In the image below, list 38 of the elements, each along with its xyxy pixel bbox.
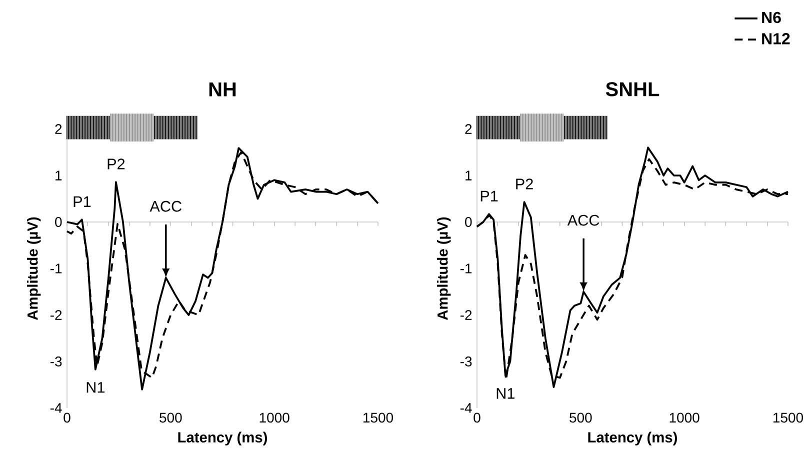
legend-label: N6 bbox=[762, 12, 781, 24]
y-tick-label: 1 bbox=[466, 170, 472, 180]
y-tick-label: -4 bbox=[50, 403, 62, 413]
annotation: P1 bbox=[480, 190, 498, 202]
y-axis-title: Amplitude (µV) bbox=[437, 217, 451, 320]
annotation: P2 bbox=[108, 158, 125, 170]
x-tick-label: 500 bbox=[160, 412, 182, 423]
y-tick-label: -3 bbox=[460, 356, 472, 366]
chart-title: NH bbox=[209, 82, 236, 96]
y-tick-label: -1 bbox=[50, 264, 62, 274]
y-axis-title: Amplitude (µV) bbox=[27, 217, 41, 320]
y-tick-label: -3 bbox=[50, 356, 62, 366]
y-tick-label: -2 bbox=[460, 310, 472, 320]
x-tick-label: 0 bbox=[64, 412, 70, 423]
y-tick-label: -4 bbox=[460, 403, 472, 413]
x-tick-label: 500 bbox=[570, 412, 592, 423]
x-tick-label: 0 bbox=[474, 412, 480, 423]
x-tick-label: 1000 bbox=[670, 412, 700, 423]
y-tick-label: -2 bbox=[50, 310, 62, 320]
annotation: ACC bbox=[567, 214, 600, 226]
y-tick-label: -1 bbox=[460, 264, 472, 274]
legend-label: N12 bbox=[762, 33, 790, 44]
y-tick-label: 0 bbox=[55, 217, 62, 227]
annotation: ACC bbox=[150, 200, 182, 212]
x-tick-label: 1500 bbox=[363, 412, 394, 423]
x-tick-label: 1500 bbox=[773, 412, 804, 423]
y-tick-label: 2 bbox=[465, 124, 472, 134]
chart-title: SNHL bbox=[606, 82, 660, 96]
annotation: N1 bbox=[86, 382, 104, 393]
x-tick-label: 1000 bbox=[260, 412, 290, 423]
y-tick-label: 2 bbox=[55, 124, 62, 134]
y-tick-label: 1 bbox=[56, 170, 62, 180]
annotation: P2 bbox=[516, 178, 533, 190]
x-axis-title: Latency (ms) bbox=[588, 432, 677, 446]
annotation: N1 bbox=[496, 388, 514, 399]
y-tick-label: 0 bbox=[465, 217, 472, 227]
annotation: P1 bbox=[74, 196, 91, 207]
x-axis-title: Latency (ms) bbox=[178, 432, 267, 446]
